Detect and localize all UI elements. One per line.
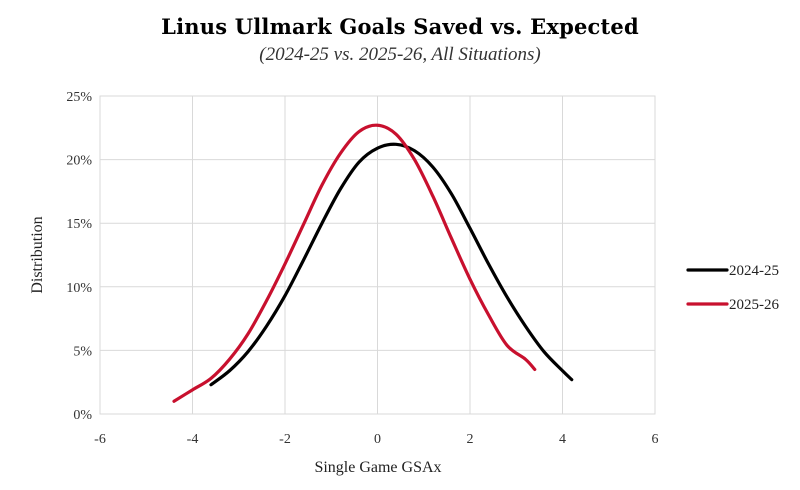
x-tick-label: -4 [187, 432, 199, 447]
x-tick-label: 2 [467, 432, 474, 447]
series-line-2025-26 [172, 123, 537, 403]
chart-subtitle: (2024-25 vs. 2025-26, All Situations) [259, 44, 541, 65]
y-tick-label: 20% [66, 154, 92, 169]
y-tick-label: 25% [66, 90, 92, 105]
series-layer [172, 123, 574, 403]
grid-layer [99, 95, 656, 415]
legend-label: 2024-25 [729, 263, 779, 279]
y-tick-label: 0% [73, 408, 92, 423]
x-tick-label: 6 [652, 432, 659, 447]
series-line-2024-25 [209, 142, 574, 387]
x-axis-label: Single Game GSAx [314, 459, 441, 476]
legend-label: 2025-26 [729, 297, 779, 313]
legend: 2024-25 2025-26 [686, 263, 779, 313]
x-tick-label: 4 [559, 432, 566, 447]
x-tick-label: -2 [279, 432, 291, 447]
plot-area [99, 95, 656, 415]
x-tick-label: -6 [94, 432, 106, 447]
chart-title: Linus Ullmark Goals Saved vs. Expected [161, 14, 639, 39]
axis-layer: 0% 5% 10% 15% 20% 25% -6 -4 -2 0 2 4 6 [66, 90, 658, 447]
x-tick-label: 0 [374, 432, 381, 447]
y-tick-label: 5% [73, 344, 92, 359]
y-tick-label: 15% [66, 217, 92, 232]
y-tick-label: 10% [66, 281, 92, 296]
y-axis-label: Distribution [29, 216, 46, 293]
